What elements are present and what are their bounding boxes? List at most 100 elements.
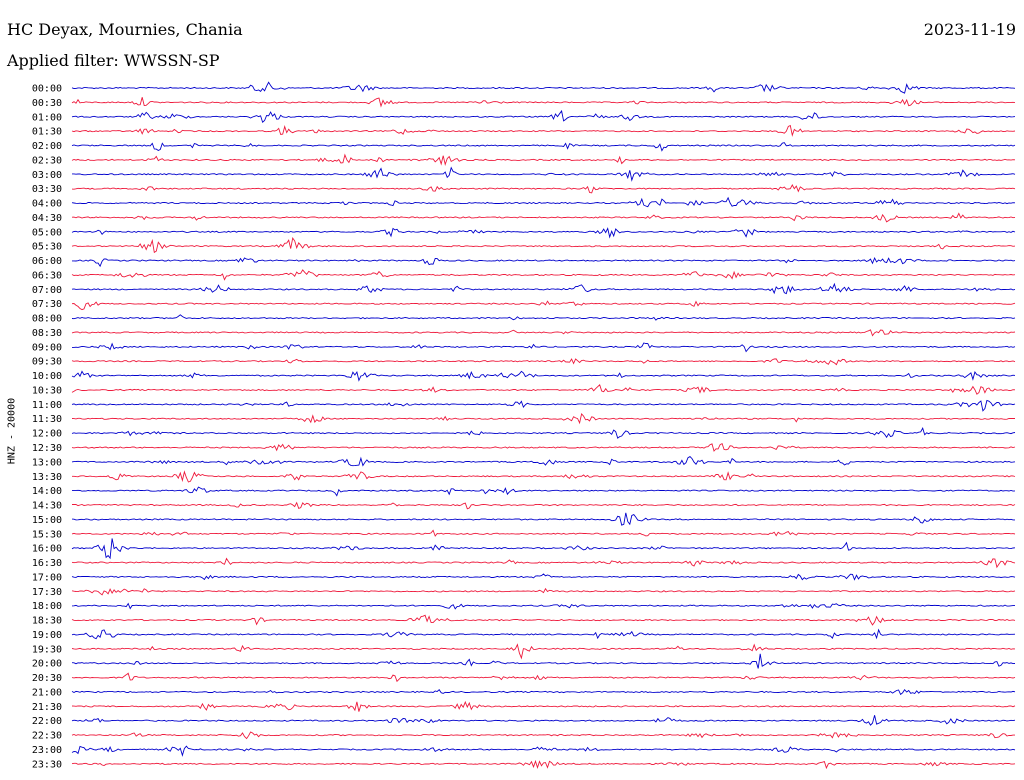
seismic-trace: [71, 399, 1016, 412]
seismic-trace: [71, 529, 1016, 537]
row-time-label: 09:30: [32, 357, 62, 368]
seismic-trace: [71, 184, 1016, 194]
seismic-trace: [72, 470, 1016, 483]
seismic-trace: [71, 412, 1015, 425]
row-time-label: 13:30: [32, 472, 62, 483]
seismic-trace: [71, 700, 1016, 712]
seismic-trace: [71, 442, 1016, 452]
row-time-label: 22:30: [32, 731, 62, 742]
row-time-label: 23:30: [32, 759, 62, 770]
seismic-trace: [71, 81, 1016, 94]
row-time-label: 00:00: [32, 84, 62, 95]
row-time-label: 18:00: [32, 601, 62, 612]
seismic-trace: [71, 745, 1016, 757]
row-time-label: 15:00: [32, 515, 62, 526]
row-time-label: 22:00: [32, 716, 62, 727]
seismic-trace: [71, 212, 1016, 223]
seismic-trace: [71, 614, 1016, 626]
seismic-trace: [71, 314, 1016, 321]
seismic-trace: [71, 142, 1016, 152]
row-time-label: 06:30: [32, 270, 62, 281]
station-title: HC Deyax, Mournies, Chania: [7, 20, 243, 39]
row-time-label: 10:00: [32, 371, 62, 382]
seismic-trace: [71, 329, 1016, 337]
seismic-trace: [71, 672, 1016, 683]
seismic-trace: [71, 557, 1016, 569]
seismic-trace: [71, 587, 1016, 596]
row-time-label: 19:30: [32, 644, 62, 655]
seismic-trace: [71, 731, 1015, 740]
row-time-label: 08:00: [32, 314, 62, 325]
row-time-label: 05:30: [32, 242, 62, 253]
row-time-label: 07:30: [32, 299, 62, 310]
seismic-trace: [71, 236, 1016, 254]
row-time-label: 14:30: [32, 501, 62, 512]
seismic-trace: [71, 196, 1016, 208]
date-label: 2023-11-19: [923, 20, 1016, 39]
seismic-trace: [71, 628, 1016, 640]
seismic-trace: [71, 602, 1016, 610]
row-time-label: 23:00: [32, 745, 62, 756]
row-time-label: 21:30: [32, 702, 62, 713]
row-time-label: 14:00: [32, 486, 62, 497]
row-time-label: 13:00: [32, 457, 62, 468]
row-time-label: 17:30: [32, 587, 62, 598]
row-time-label: 09:00: [32, 342, 62, 353]
row-time-label: 07:00: [32, 285, 62, 296]
seismic-trace: [71, 538, 1016, 560]
seismic-trace: [71, 358, 1016, 366]
row-time-label: 20:00: [32, 659, 62, 670]
row-time-label: 03:30: [32, 184, 62, 195]
seismic-trace: [71, 759, 1016, 770]
seismic-trace: [71, 269, 1016, 281]
seismic-trace: [72, 257, 1016, 268]
seismic-trace: [72, 342, 1016, 353]
seismic-trace: [71, 573, 1016, 581]
row-time-label: 10:30: [32, 385, 62, 396]
seismic-trace: [71, 486, 1016, 497]
row-time-label: 08:30: [32, 328, 62, 339]
seismic-trace: [71, 383, 1016, 395]
seismic-trace: [71, 282, 1016, 295]
seismic-trace: [72, 501, 1016, 510]
seismic-trace: [71, 97, 1016, 108]
row-time-label: 21:00: [32, 687, 62, 698]
seismic-trace: [71, 643, 1016, 660]
seismic-trace: [71, 456, 1016, 467]
row-time-label: 06:00: [32, 256, 62, 267]
row-time-label: 01:30: [32, 127, 62, 138]
seismic-trace: [71, 427, 1016, 439]
seismic-trace: [71, 109, 1016, 123]
row-time-label: 11:00: [32, 400, 62, 411]
row-time-label: 00:30: [32, 98, 62, 109]
filter-label: Applied filter: WWSSN-SP: [7, 51, 220, 70]
row-time-label: 05:00: [32, 227, 62, 238]
seismic-trace: [71, 653, 1016, 669]
row-time-label: 04:00: [32, 199, 62, 210]
row-time-label: 11:30: [32, 414, 62, 425]
row-time-label: 15:30: [32, 529, 62, 540]
row-time-label: 04:30: [32, 213, 62, 224]
seismic-trace: [71, 370, 1016, 382]
seismic-trace: [71, 512, 1015, 526]
row-time-label: 02:00: [32, 141, 62, 152]
seismic-trace: [71, 715, 1016, 726]
row-time-label: 16:30: [32, 558, 62, 569]
seismic-trace: [71, 153, 1016, 167]
seismic-trace: [72, 166, 1016, 182]
row-time-label: 17:00: [32, 572, 62, 583]
seismic-trace: [71, 688, 1016, 696]
seismic-trace: [71, 227, 1016, 239]
seismic-trace: [71, 300, 1016, 311]
row-time-label: 01:00: [32, 112, 62, 123]
row-time-label: 02:30: [32, 155, 62, 166]
row-time-label: 19:00: [32, 630, 62, 641]
row-time-label: 20:30: [32, 673, 62, 684]
row-time-label: 12:30: [32, 443, 62, 454]
row-time-label: 16:00: [32, 544, 62, 555]
row-time-label: 12:00: [32, 429, 62, 440]
seismic-trace: [71, 124, 1016, 137]
row-time-label: 03:00: [32, 170, 62, 181]
row-time-label: 18:30: [32, 616, 62, 627]
